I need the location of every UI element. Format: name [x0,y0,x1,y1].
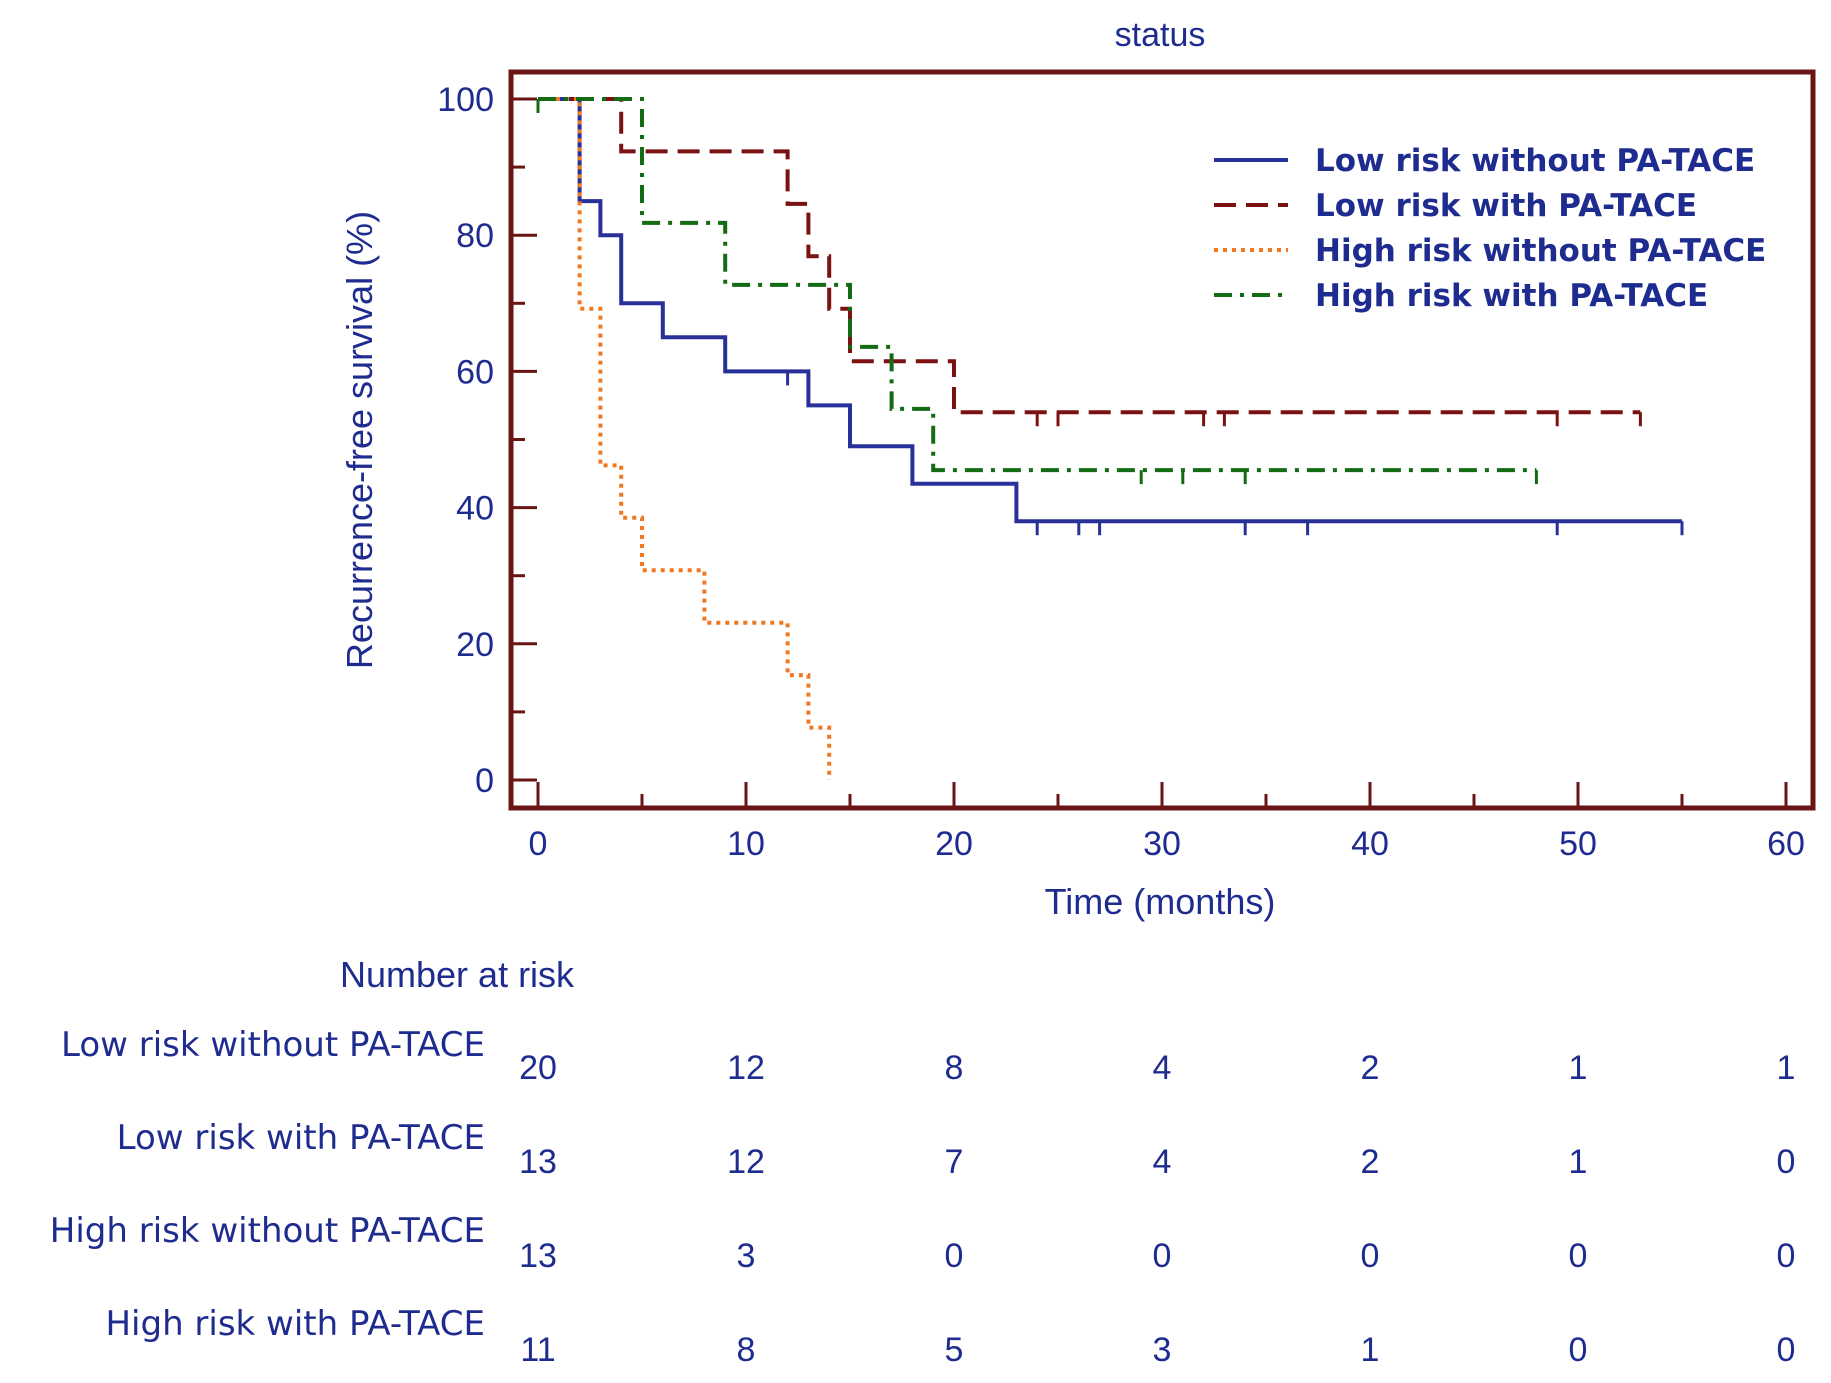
series-high-risk-without-pa-tace [538,97,832,780]
series-high-risk-with-pa-tace [536,97,1538,485]
risk-count: 2 [1361,1049,1380,1087]
series-layer [536,97,1684,780]
risk-row-label: High risk with PA-TACE [105,1304,485,1344]
legend-label: High risk without PA-TACE [1315,233,1766,269]
risk-row-label: High risk without PA-TACE [50,1211,485,1251]
risk-count: 4 [1153,1143,1172,1181]
x-tick-label: 30 [1143,825,1181,863]
x-tick-label: 40 [1351,825,1389,863]
plot-frame [508,69,1816,811]
risk-count: 8 [945,1049,964,1087]
risk-row-label: Low risk without PA-TACE [61,1025,485,1065]
legend-label: Low risk with PA-TACE [1315,188,1697,224]
series-line-low-risk-with-pa-tace [538,97,1641,415]
risk-count: 20 [519,1049,557,1087]
x-tick-label: 50 [1559,825,1597,863]
y-tick-label: 0 [475,762,494,800]
x-axis-label: Time (months) [1045,881,1276,922]
risk-count: 1 [1361,1331,1380,1369]
risk-count: 7 [945,1143,964,1181]
series-line-low-risk-without-pa-tace [538,97,1682,524]
risk-count: 13 [519,1143,557,1181]
risk-count: 0 [1361,1237,1380,1275]
y-tick-labels: 0 20 40 60 80 100 [437,81,494,800]
risk-count: 13 [519,1237,557,1275]
risk-count: 0 [1569,1331,1588,1369]
risk-count: 12 [727,1049,765,1087]
y-tick-label: 20 [456,626,494,664]
risk-count: 8 [737,1331,756,1369]
series-low-risk-with-pa-tace [538,97,1642,427]
x-tick-label: 0 [529,825,548,863]
series-line-high-risk-with-pa-tace [538,97,1537,473]
x-tick-label: 10 [727,825,765,863]
legend-label: High risk with PA-TACE [1315,278,1708,314]
risk-count: 4 [1153,1049,1172,1087]
risk-count: 0 [1777,1143,1796,1181]
y-tick-label: 80 [456,217,494,255]
risk-count: 1 [1569,1049,1588,1087]
risk-count: 0 [1153,1237,1172,1275]
x-tick-label: 60 [1767,825,1805,863]
risk-count: 5 [945,1331,964,1369]
y-tick-label: 60 [456,353,494,391]
risk-count: 2 [1361,1143,1380,1181]
risk-count: 3 [737,1237,756,1275]
y-tick-label: 40 [456,490,494,528]
risk-table-title: Number at risk [340,954,575,995]
risk-count: 0 [1777,1331,1796,1369]
x-tick-labels: 0 10 20 30 40 50 60 [529,825,1805,863]
risk-count: 0 [1569,1237,1588,1275]
chart-title: status [1115,16,1206,54]
series-line-high-risk-without-pa-tace [538,97,832,780]
y-tick-label: 100 [437,81,494,119]
risk-count: 11 [520,1331,555,1369]
legend-label: Low risk without PA-TACE [1315,143,1755,179]
y-axis-label: Recurrence-free survival (%) [339,211,380,669]
risk-count: 12 [727,1143,765,1181]
risk-count: 0 [945,1237,964,1275]
axis-ticks [511,97,1788,808]
risk-count: 3 [1153,1331,1172,1369]
risk-count: 0 [1777,1237,1796,1275]
legend: Low risk without PA-TACE Low risk with PA… [1214,143,1766,314]
risk-row-label: Low risk with PA-TACE [117,1118,485,1158]
series-low-risk-without-pa-tace [538,97,1684,536]
risk-count: 1 [1569,1143,1588,1181]
risk-count: 1 [1777,1049,1796,1087]
x-tick-label: 20 [935,825,973,863]
